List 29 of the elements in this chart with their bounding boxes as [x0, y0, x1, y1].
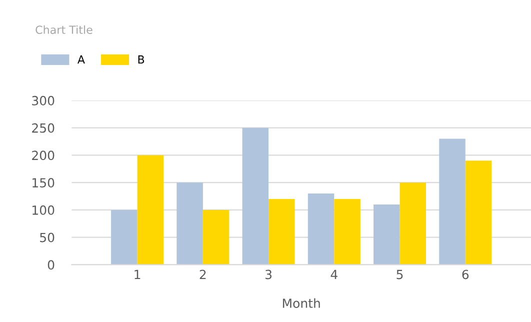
x-tick-label: 2	[200, 270, 206, 280]
bar	[111, 210, 138, 265]
bar	[374, 204, 400, 265]
y-tick-label: 0	[48, 260, 54, 270]
y-tick-label: 300	[32, 96, 54, 106]
bar	[137, 155, 164, 265]
x-tick-label: 6	[462, 270, 469, 280]
legend-label: A	[78, 55, 85, 64]
bar	[334, 198, 360, 265]
chart-title: Chart Title	[36, 25, 92, 34]
x-tick-label: 3	[266, 270, 272, 280]
y-tick-label: 100	[32, 205, 54, 215]
y-tick-label: 50	[40, 232, 54, 242]
x-tick-label: 1	[134, 270, 140, 280]
bar	[465, 160, 492, 265]
legend-label: B	[138, 55, 144, 64]
bar	[176, 182, 203, 265]
bar	[400, 182, 426, 265]
y-tick-label: 150	[32, 178, 54, 188]
bar	[242, 128, 269, 265]
x-tick-label: 5	[396, 270, 403, 280]
bar	[439, 138, 466, 265]
bar	[202, 210, 230, 265]
x-axis-title: Month	[282, 298, 320, 308]
bar	[268, 198, 295, 265]
y-tick-label: 250	[32, 123, 54, 133]
bar	[308, 194, 334, 265]
x-tick-label: 4	[330, 270, 338, 280]
y-tick-label: 200	[32, 150, 54, 160]
